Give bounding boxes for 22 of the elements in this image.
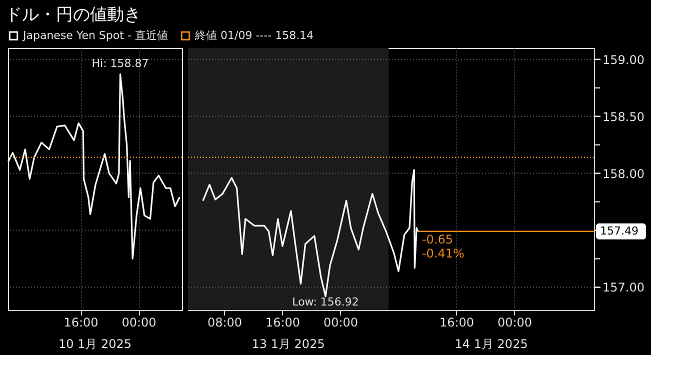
y-tick-label: 157.00 bbox=[602, 280, 644, 295]
text: 13 1月 2025 bbox=[252, 337, 325, 351]
annotation: Low: 156.92 bbox=[292, 295, 359, 308]
legend-label: Japanese Yen Spot - 直近値 bbox=[22, 28, 168, 42]
y-tick-label: 158.00 bbox=[602, 166, 644, 181]
annotation: -0.65 bbox=[422, 232, 454, 246]
x-tick-label: 08:00 bbox=[207, 316, 242, 330]
x-tick-label: 16:00 bbox=[439, 316, 474, 330]
x-tick-label: 00:00 bbox=[497, 316, 532, 330]
annotation: Hi: 158.87 bbox=[92, 57, 149, 70]
y-tick-label: 159.00 bbox=[602, 52, 644, 67]
x-tick-label: 16:00 bbox=[265, 316, 300, 330]
x-tick-label: 16:00 bbox=[64, 316, 98, 330]
y-tick-label: 158.50 bbox=[602, 110, 644, 124]
ref-line-label: 157.49 bbox=[600, 224, 638, 238]
text: 10 1月 2025 bbox=[58, 337, 132, 351]
x-tick-label: 00:00 bbox=[323, 316, 358, 330]
legend-label: 終値 01/09 ---- 158.14 bbox=[194, 28, 314, 42]
x-tick-label: 00:00 bbox=[122, 316, 156, 330]
chart-title: ドル・円の値動き bbox=[4, 5, 141, 25]
annotation: -0.41% bbox=[422, 246, 464, 260]
text: 14 1月 2025 bbox=[454, 337, 528, 351]
